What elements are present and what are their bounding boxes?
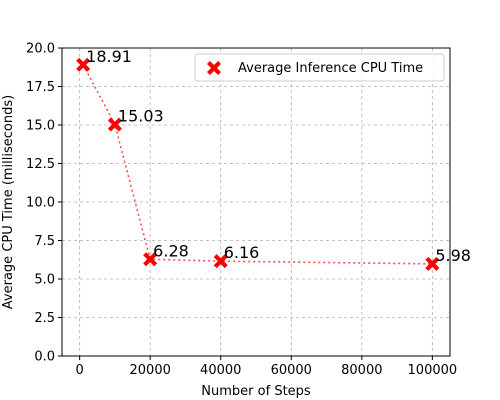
y-tick-label: 17.5 (26, 80, 55, 95)
y-tick-label: 5.0 (34, 273, 55, 288)
data-point (76, 57, 91, 72)
legend-marker-icon (207, 61, 221, 75)
y-tick-label: 20.0 (26, 42, 55, 57)
legend: Average Inference CPU Time (194, 53, 445, 82)
data-label: 5.98 (435, 246, 471, 265)
y-tick-label: 10.0 (26, 196, 55, 211)
y-tick-label: 2.5 (34, 311, 55, 326)
data-label: 6.28 (153, 241, 189, 260)
data-point (143, 252, 158, 267)
data-point (107, 117, 122, 132)
series-layer: 18.91 15.03 6.28 6.16 5.98 (76, 47, 471, 271)
x-axis-title: Number of Steps (201, 384, 311, 399)
y-axis-title: Average CPU Time (milliseconds) (1, 95, 16, 309)
data-point (425, 256, 440, 271)
legend-box (194, 53, 445, 82)
data-point (213, 254, 228, 269)
legend-marker (207, 61, 221, 75)
data-label: 15.03 (118, 107, 164, 126)
y-tick-label: 15.0 (26, 119, 55, 134)
x-tick-label: 100000 (408, 363, 458, 378)
data-label: 6.16 (224, 243, 260, 262)
grid-layer (62, 47, 450, 357)
series-line (82, 64, 433, 265)
x-tick-label: 80000 (341, 363, 382, 378)
tick-layer: 0 20000 40000 60000 80000 100000 0.0 2.5 5.0 7.5 1… (26, 42, 457, 379)
x-tick-label: 40000 (200, 363, 241, 378)
x-tick-label: 0 (75, 363, 83, 378)
y-tick-label: 0.0 (34, 350, 55, 365)
data-label: 18.91 (86, 47, 132, 66)
legend-label: Average Inference CPU Time (238, 61, 423, 76)
x-tick-label: 20000 (130, 363, 171, 378)
y-tick-label: 12.5 (26, 157, 55, 172)
y-tick-label: 7.5 (34, 234, 55, 249)
x-tick-label: 60000 (271, 363, 312, 378)
